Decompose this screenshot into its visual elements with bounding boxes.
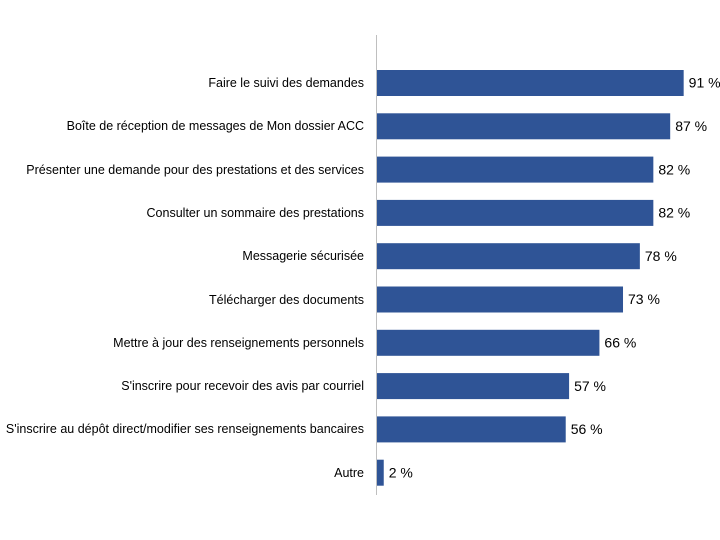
value-label: 73 % (628, 291, 660, 307)
value-label: 87 % (675, 118, 707, 134)
category-label: Télécharger des documents (209, 292, 364, 307)
category-label: Messagerie sécurisée (242, 249, 364, 264)
category-label: Faire le suivi des demandes (208, 76, 364, 90)
bar (377, 243, 640, 270)
bar (377, 416, 566, 443)
value-label: 82 % (658, 161, 690, 177)
category-label: Présenter une demande pour des prestatio… (26, 162, 364, 177)
bar (377, 156, 654, 183)
value-label: 56 % (571, 421, 603, 437)
value-label: 2 % (389, 464, 413, 480)
category-label: S'inscrire au dépôt direct/modifier ses … (5, 422, 364, 437)
value-label: 82 % (658, 205, 690, 221)
category-label: Mettre à jour des renseignements personn… (113, 335, 364, 350)
category-label: S'inscrire pour recevoir des avis par co… (121, 379, 364, 394)
category-label: Consulter un sommaire des prestations (146, 205, 364, 220)
bar (377, 329, 600, 356)
bar (377, 373, 570, 400)
bar (377, 286, 624, 313)
value-label: 57 % (574, 378, 606, 394)
bar (377, 459, 384, 486)
bar (377, 113, 671, 140)
category-label: Boîte de réception de messages de Mon do… (66, 119, 364, 134)
bar (377, 70, 684, 96)
value-label: 66 % (604, 335, 636, 351)
category-label: Autre (334, 465, 364, 480)
value-label: 78 % (645, 248, 677, 264)
value-label: 91 % (689, 75, 720, 91)
bar (377, 199, 654, 226)
